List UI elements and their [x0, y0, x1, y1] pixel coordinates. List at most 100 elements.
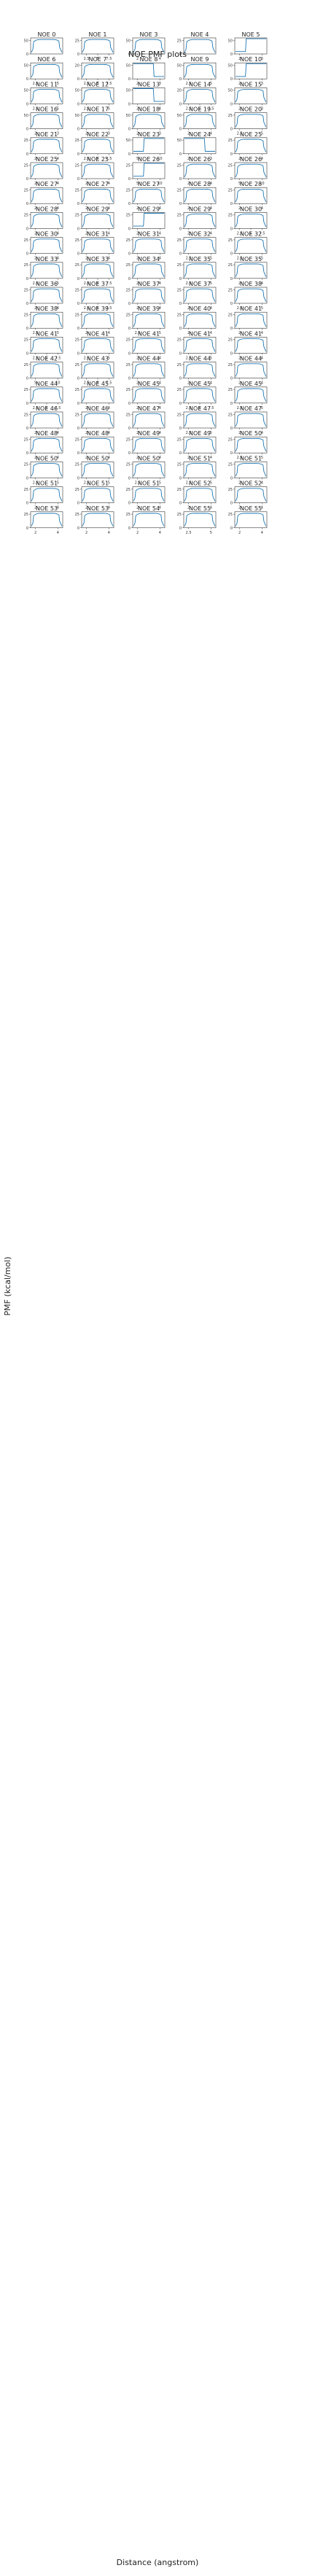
panel-title: NOE 47: [240, 405, 262, 412]
x-tick-label: 2.5: [186, 356, 192, 360]
y-tick-label: 0: [179, 526, 182, 531]
panel: NOE 44 0 25 2 4: [228, 356, 268, 386]
y-tick-label: 50: [177, 64, 182, 69]
y-tick-label: 0: [179, 502, 182, 506]
panel-title: NOE 19: [189, 106, 211, 113]
y-tick-label: 25: [228, 413, 233, 417]
panel: NOE 47 0 25 2 4: [228, 405, 268, 435]
y-tick-label: 0: [26, 102, 28, 106]
panel: NOE 34 0 25 2 4: [126, 256, 166, 286]
y-tick-label: 0: [26, 402, 28, 406]
x-tick-label: 5: [96, 381, 98, 386]
y-tick-label: 0: [230, 77, 233, 82]
pmf-line: [31, 238, 63, 252]
panel: NOE 37 0 25 2.5 5 7.5: [75, 281, 114, 311]
panel: NOE 53 0 25 2 4: [75, 505, 114, 535]
pmf-line: [82, 388, 114, 402]
x-tick-label: 5: [261, 456, 263, 460]
panel-frame: [183, 311, 217, 329]
panel-title: NOE 7: [89, 56, 107, 63]
panel-frame: [183, 411, 217, 429]
panel-title: NOE 51: [36, 480, 58, 487]
x-tick-label: 2: [85, 506, 88, 510]
x-tick-label: 7.5: [106, 281, 112, 286]
panel: NOE 38 0 25 2.5 5: [24, 306, 63, 335]
panel-title: NOE 23: [138, 131, 160, 138]
y-tick-label: 25: [228, 513, 233, 517]
x-tick-label: 4: [210, 182, 212, 186]
y-tick-label: 25: [24, 388, 28, 392]
panel: NOE 17 0 50 2 3: [75, 106, 114, 136]
pmf-line: [184, 388, 216, 402]
pmf-line: [184, 238, 216, 252]
panel-frame: [81, 87, 114, 104]
panel: NOE 42 0 25 5 10: [24, 356, 63, 386]
y-tick-label: 0: [179, 351, 182, 356]
pmf-line: [133, 513, 165, 526]
panel-title: NOE 51: [189, 455, 211, 462]
pmf-line: [133, 488, 165, 502]
y-tick-label: 25: [75, 238, 79, 243]
panel-frame: [132, 287, 166, 304]
panel: NOE 45 0 25 2.5 5: [228, 381, 268, 410]
panel-frame: [234, 411, 268, 429]
x-tick-label: 4: [261, 157, 263, 161]
x-tick-label: 2: [136, 82, 139, 86]
y-tick-label: 25: [126, 463, 131, 467]
pmf-line: [82, 313, 114, 327]
y-tick-label: 25: [24, 263, 28, 268]
panel-frame: [183, 112, 217, 129]
y-tick-label: 25: [24, 488, 28, 492]
x-tick-label: 2: [85, 331, 88, 335]
y-tick-label: 0: [179, 177, 182, 182]
pmf-line: [184, 114, 216, 128]
y-tick-label: 0: [128, 277, 131, 281]
pmf-line: [235, 214, 267, 227]
y-tick-label: 50: [177, 114, 182, 118]
pmf-line: [133, 288, 165, 303]
y-tick-label: 0: [77, 327, 79, 331]
panel-title: NOE 37: [189, 281, 211, 287]
panel-frame: [30, 311, 63, 329]
y-tick-label: 0: [77, 377, 79, 381]
panel: NOE 38 0 25 2.5 5: [228, 281, 268, 311]
panel: NOE 44 0 25 2.5 5 7.5: [24, 381, 63, 410]
y-tick-label: 25: [228, 488, 233, 492]
x-tick-label: 4: [261, 506, 263, 510]
x-tick-label: 4: [159, 506, 161, 510]
y-tick-label: 0: [26, 302, 28, 306]
y-tick-label: 25: [24, 238, 28, 243]
y-tick-label: 0: [230, 52, 233, 57]
pmf-line: [31, 513, 63, 526]
panel: NOE 6 0 50 2.5 5: [24, 56, 63, 86]
x-tick-label: 5: [198, 406, 201, 410]
y-tick-label: 0: [128, 302, 131, 306]
x-tick-label: 2: [136, 406, 139, 410]
panel-frame: [183, 436, 217, 454]
y-tick-label: 0: [26, 77, 28, 82]
x-tick-label: 5: [261, 257, 263, 261]
y-tick-label: 0: [230, 427, 233, 431]
y-tick-label: 25: [228, 114, 233, 118]
x-tick-label: 2.5: [186, 106, 192, 111]
y-tick-label: 25: [228, 238, 233, 243]
x-tick-label: 7.5: [106, 157, 112, 161]
panel-frame: [132, 37, 166, 55]
panel-frame: [30, 137, 63, 155]
panel-title: NOE 26: [240, 156, 262, 163]
x-tick-label: 4: [159, 106, 161, 111]
x-tick-label: 5: [210, 257, 212, 261]
pmf-line: [235, 463, 267, 477]
y-tick-label: 50: [24, 114, 28, 118]
y-tick-label: 25: [24, 163, 28, 168]
panel-title: NOE 31: [138, 231, 160, 238]
pmf-line: [184, 313, 216, 327]
pmf-line: [133, 63, 164, 77]
x-tick-label: 2.5: [33, 406, 39, 410]
panel: NOE 43 0 25 2.5 5 7.5: [75, 356, 114, 386]
y-tick-label: 25: [75, 488, 79, 492]
panel-title: NOE 17: [87, 106, 109, 113]
x-tick-label: 4: [261, 531, 263, 535]
x-tick-label: 2: [187, 206, 190, 211]
x-tick-label: 2.5: [84, 57, 90, 61]
